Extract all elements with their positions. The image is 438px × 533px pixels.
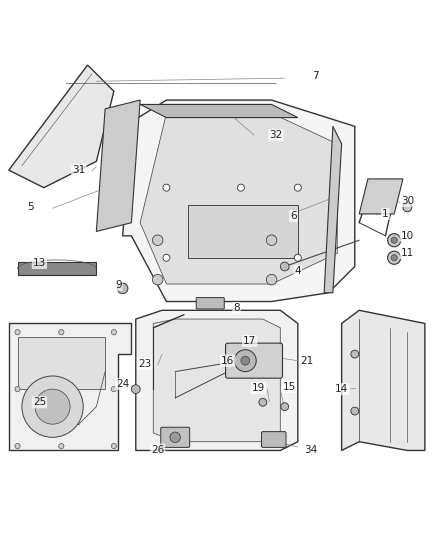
Circle shape [280,262,289,271]
Circle shape [111,329,117,335]
Circle shape [111,386,117,392]
FancyBboxPatch shape [161,427,190,447]
Circle shape [15,386,20,392]
Text: 4: 4 [294,266,301,276]
Polygon shape [9,324,131,450]
Circle shape [15,443,20,449]
Polygon shape [136,310,298,450]
Circle shape [294,254,301,261]
Text: 5: 5 [27,203,34,212]
Polygon shape [140,113,337,284]
Polygon shape [18,262,96,275]
Circle shape [117,283,128,294]
Circle shape [163,184,170,191]
Circle shape [294,184,301,191]
FancyBboxPatch shape [226,343,283,378]
Circle shape [163,254,170,261]
Text: 17: 17 [243,336,256,346]
Circle shape [237,184,244,191]
Text: 21: 21 [300,356,313,366]
Text: 8: 8 [233,303,240,313]
Circle shape [391,255,397,261]
Text: 9: 9 [115,280,122,290]
Polygon shape [96,100,140,231]
FancyBboxPatch shape [196,297,224,309]
Circle shape [35,389,70,424]
Text: 26: 26 [151,445,164,455]
Circle shape [266,235,277,246]
Circle shape [111,443,117,449]
Text: 11: 11 [401,248,414,259]
Polygon shape [188,205,298,258]
Bar [18,336,105,389]
Polygon shape [123,100,355,302]
Circle shape [281,403,289,410]
Circle shape [388,251,401,264]
Text: 6: 6 [290,211,297,221]
Polygon shape [140,104,298,118]
Polygon shape [324,126,342,293]
Text: 32: 32 [269,130,283,140]
Circle shape [15,329,20,335]
Circle shape [59,443,64,449]
Circle shape [241,356,250,365]
Circle shape [403,203,412,212]
Text: 19: 19 [252,383,265,393]
Circle shape [152,235,163,246]
Text: 24: 24 [116,379,129,389]
Text: 25: 25 [33,397,46,407]
Text: 23: 23 [138,359,151,369]
Polygon shape [153,319,280,442]
Circle shape [259,398,267,406]
Circle shape [131,385,140,393]
Text: 10: 10 [401,231,414,241]
Text: 16: 16 [221,356,234,366]
Text: 30: 30 [401,196,414,206]
Circle shape [351,350,359,358]
Polygon shape [9,65,114,188]
FancyBboxPatch shape [261,432,286,447]
Circle shape [59,329,64,335]
Text: 1: 1 [382,209,389,219]
Text: 14: 14 [335,384,348,394]
Polygon shape [342,310,425,450]
Circle shape [22,376,83,437]
Text: 34: 34 [304,445,318,455]
Circle shape [234,350,256,372]
Text: 15: 15 [283,382,296,392]
Text: 31: 31 [72,165,85,175]
Text: 13: 13 [33,258,46,268]
Text: 7: 7 [312,71,319,81]
Circle shape [152,274,163,285]
Circle shape [266,274,277,285]
Circle shape [391,237,397,243]
Circle shape [170,432,180,442]
Circle shape [351,407,359,415]
Polygon shape [359,179,403,214]
Circle shape [388,233,401,247]
